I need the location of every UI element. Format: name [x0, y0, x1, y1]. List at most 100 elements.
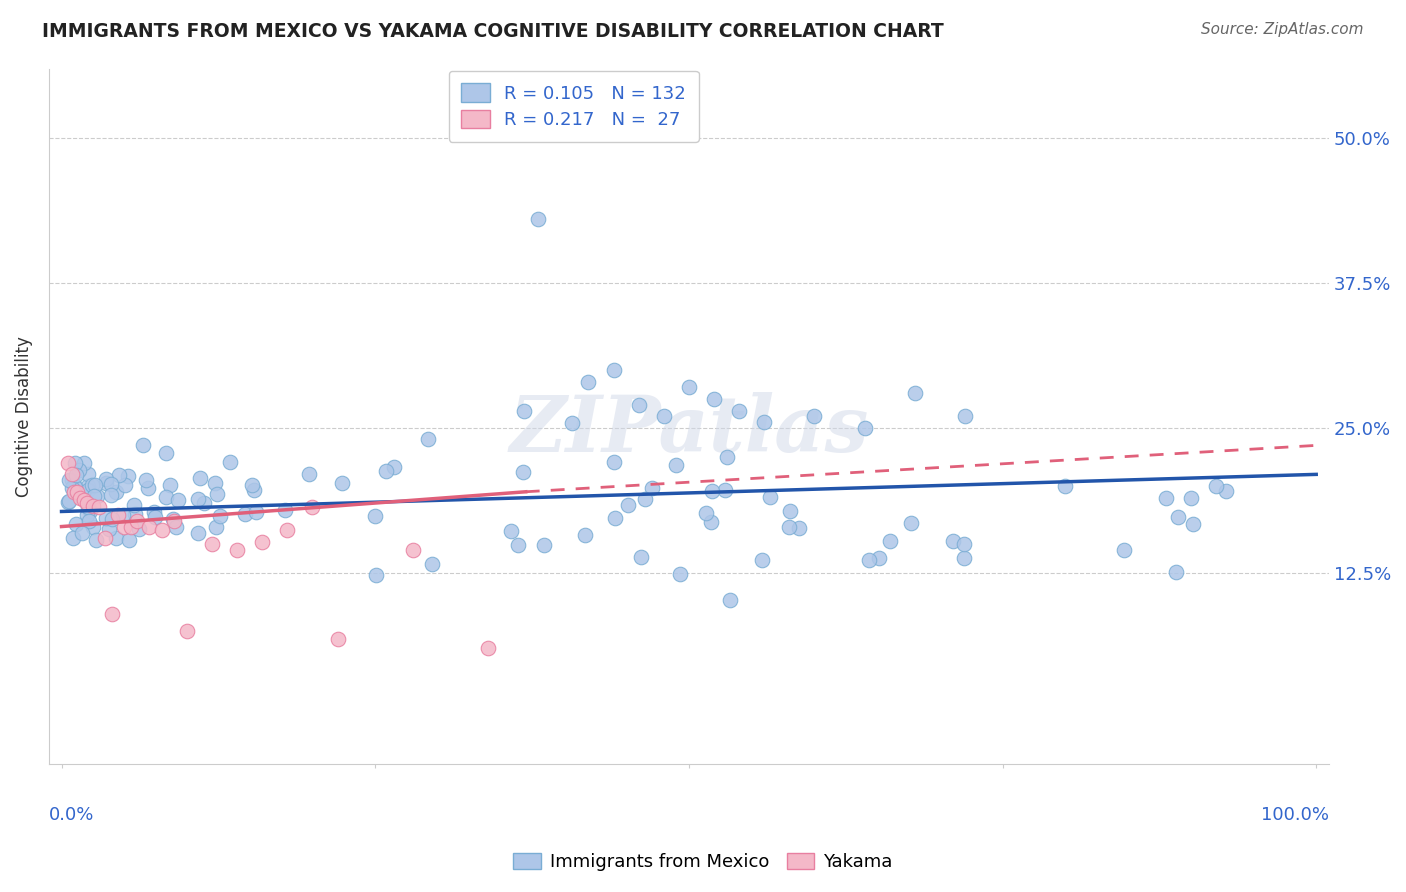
Point: [136, 481, 159, 495]
Point: [159, 478, 181, 492]
Point: [953, 551, 976, 566]
Point: [105, 485, 128, 500]
Point: [120, 519, 142, 533]
Point: [298, 467, 321, 481]
Point: [96, 511, 118, 525]
Point: [728, 403, 751, 417]
Point: [561, 416, 583, 430]
Point: [779, 504, 801, 518]
Point: [63, 484, 86, 499]
Point: [868, 550, 890, 565]
Point: [240, 478, 263, 492]
Point: [226, 542, 249, 557]
Point: [301, 500, 323, 514]
Point: [76, 496, 98, 510]
Point: [252, 534, 274, 549]
Point: [718, 593, 741, 607]
Point: [94, 531, 117, 545]
Point: [382, 459, 405, 474]
Point: [630, 549, 652, 564]
Point: [132, 438, 155, 452]
Point: [617, 498, 640, 512]
Point: [112, 519, 135, 533]
Point: [219, 455, 242, 469]
Point: [163, 514, 186, 528]
Point: [73, 492, 96, 507]
Point: [900, 516, 922, 530]
Point: [665, 458, 688, 472]
Point: [1205, 479, 1227, 493]
Point: [759, 490, 782, 504]
Point: [60, 467, 83, 482]
Point: [204, 476, 226, 491]
Text: 100.0%: 100.0%: [1261, 806, 1329, 824]
Point: [63, 480, 86, 494]
Point: [716, 450, 738, 464]
Point: [82, 520, 104, 534]
Point: [89, 500, 111, 514]
Point: [65, 517, 87, 532]
Point: [187, 491, 209, 506]
Point: [162, 512, 184, 526]
Point: [803, 409, 825, 424]
Point: [65, 468, 87, 483]
Point: [94, 472, 117, 486]
Point: [201, 537, 224, 551]
Point: [104, 532, 127, 546]
Point: [76, 508, 98, 522]
Point: [527, 212, 550, 227]
Point: [695, 506, 717, 520]
Point: [603, 511, 626, 525]
Point: [76, 483, 98, 497]
Point: [107, 468, 129, 483]
Point: [420, 557, 443, 571]
Point: [276, 523, 298, 537]
Point: [501, 524, 523, 539]
Point: [879, 533, 901, 548]
Point: [1154, 491, 1177, 505]
Point: [143, 510, 166, 524]
Point: [79, 504, 101, 518]
Point: [112, 508, 135, 522]
Point: [73, 457, 96, 471]
Point: [512, 465, 534, 479]
Point: [122, 498, 145, 512]
Point: [1166, 565, 1188, 579]
Point: [402, 542, 425, 557]
Point: [117, 468, 139, 483]
Point: [60, 481, 83, 495]
Point: [752, 415, 775, 429]
Point: [853, 421, 876, 435]
Point: [1181, 517, 1204, 532]
Point: [188, 471, 211, 485]
Point: [100, 607, 122, 621]
Point: [1054, 479, 1077, 493]
Point: [700, 516, 723, 530]
Point: [63, 456, 86, 470]
Point: [375, 464, 398, 478]
Point: [627, 398, 650, 412]
Point: [904, 386, 927, 401]
Point: [58, 473, 80, 487]
Point: [62, 531, 84, 545]
Point: [678, 380, 700, 394]
Point: [67, 463, 90, 477]
Text: 0.0%: 0.0%: [49, 806, 94, 824]
Point: [508, 538, 530, 552]
Point: [603, 455, 626, 469]
Point: [77, 514, 100, 528]
Point: [125, 514, 148, 528]
Point: [176, 624, 198, 638]
Point: [208, 509, 231, 524]
Point: [60, 473, 83, 487]
Point: [56, 456, 79, 470]
Point: [330, 476, 353, 491]
Point: [86, 489, 108, 503]
Point: [135, 473, 157, 487]
Point: [165, 519, 187, 533]
Point: [143, 505, 166, 519]
Point: [274, 503, 297, 517]
Point: [477, 641, 499, 656]
Point: [138, 519, 160, 533]
Point: [942, 533, 965, 548]
